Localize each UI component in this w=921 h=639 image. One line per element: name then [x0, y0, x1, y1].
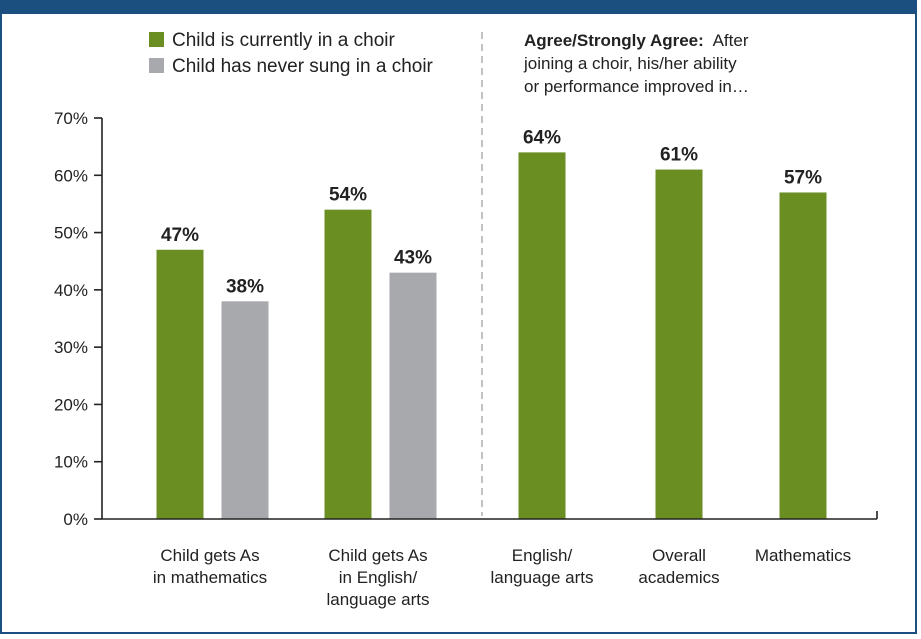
category-label: Overall	[652, 546, 706, 565]
bar-value-label: 47%	[161, 225, 199, 246]
y-tick-label: 10%	[54, 453, 88, 472]
y-tick-label: 0%	[63, 510, 88, 529]
legend-swatch-never	[149, 58, 164, 73]
right-panel-note: Agree/Strongly Agree: After joining a ch…	[523, 31, 749, 96]
note-line-3: or performance improved in…	[524, 77, 749, 96]
category-label: English/	[512, 546, 573, 565]
bar-value-label: 38%	[226, 276, 264, 297]
y-tick-label: 70%	[54, 109, 88, 128]
legend: Child is currently in a choir Child has …	[149, 30, 434, 77]
y-axis: 0% 10% 20% 30% 40% 50% 60% 70%	[54, 109, 102, 529]
category-label: Child gets As	[328, 546, 427, 565]
category-label: language arts	[326, 590, 429, 609]
y-tick-label: 60%	[54, 166, 88, 185]
bar-value-label: 61%	[660, 145, 698, 166]
category-label: language arts	[490, 568, 593, 587]
category-label: in mathematics	[153, 568, 267, 587]
bar	[324, 209, 372, 519]
bar-value-label: 64%	[523, 127, 561, 148]
bar-value-label: 57%	[784, 167, 822, 188]
bar	[779, 192, 827, 519]
bar	[156, 249, 204, 519]
bar	[655, 169, 703, 520]
y-tick-label: 50%	[54, 224, 88, 243]
category-label: in English/	[339, 568, 418, 587]
category-labels: Child gets As in mathematics Child gets As…	[153, 546, 851, 609]
bar	[389, 272, 437, 519]
category-label: academics	[638, 568, 719, 587]
y-tick-label: 20%	[54, 395, 88, 414]
legend-swatch-choir	[149, 32, 164, 47]
legend-label-choir: Child is currently in a choir	[172, 30, 395, 51]
bar-value-label: 43%	[394, 248, 432, 269]
bar	[221, 301, 269, 519]
note-line-1: Agree/Strongly Agree: After	[524, 31, 749, 50]
note-strong: Agree/Strongly Agree:	[524, 31, 704, 50]
bar-chart: Child is currently in a choir Child has …	[54, 30, 878, 609]
category-label: Child gets As	[160, 546, 259, 565]
category-label: Mathematics	[755, 546, 851, 565]
bar-value-label: 54%	[329, 185, 367, 206]
y-tick-label: 30%	[54, 338, 88, 357]
note-line-2: joining a choir, his/her ability	[523, 54, 737, 73]
note-line-1-rest: After	[713, 31, 749, 50]
bars	[156, 152, 827, 520]
bar-value-labels: 47% 38% 54% 43% 64% 61% 57%	[161, 127, 822, 297]
bar	[518, 152, 566, 519]
legend-label-never: Child has never sung in a choir	[172, 56, 434, 77]
y-tick-label: 40%	[54, 281, 88, 300]
